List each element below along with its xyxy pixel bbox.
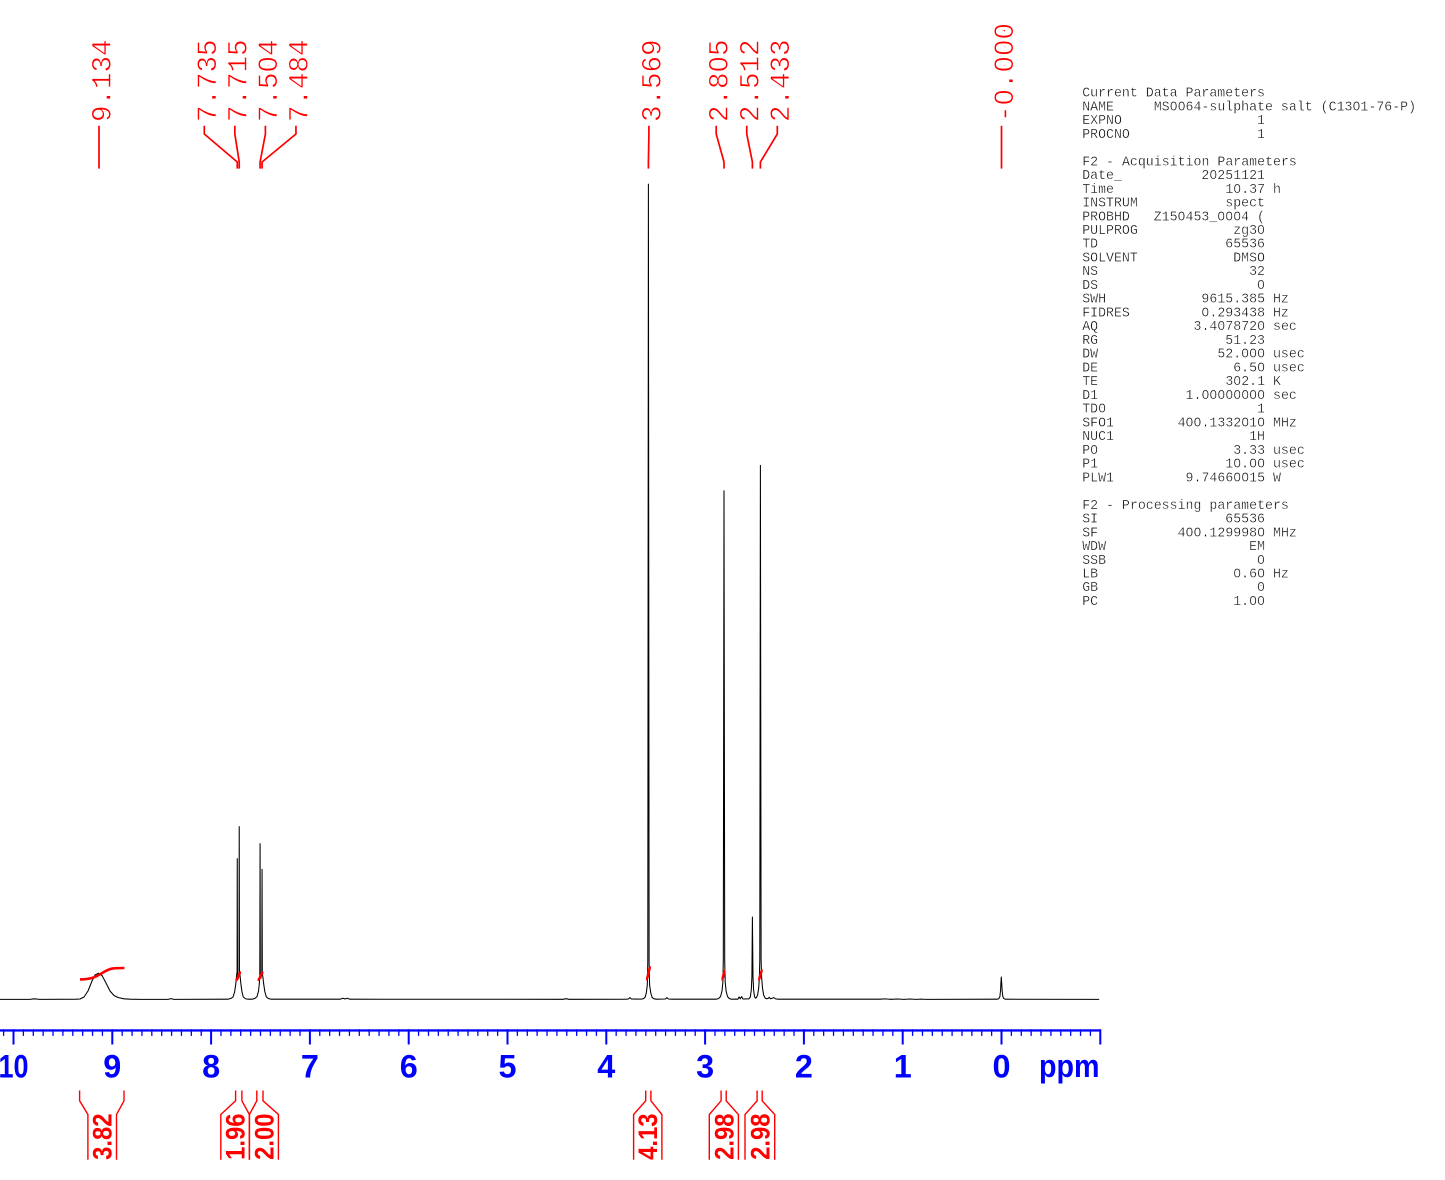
svg-text:FIDRES 0.293438 Hz: FIDRES 0.293438 Hz xyxy=(1082,306,1289,321)
svg-text:RG 51.23: RG 51.23 xyxy=(1082,334,1265,349)
svg-text:INSTRUM spect: INSTRUM spect xyxy=(1082,197,1265,212)
svg-text:NAME MS0064-sulphate salt: NAME MS0064-sulphate salt (C1301-76-P) xyxy=(1082,100,1416,115)
svg-text:7: 7 xyxy=(301,1049,319,1085)
svg-text:P1 10.00 usec: P1 10.00 usec xyxy=(1082,458,1305,473)
svg-text:D1 1.00000000 sec: D1 1.00000000 sec xyxy=(1082,389,1297,404)
svg-text:SWH 9615.385 Hz: SWH 9615.385 Hz xyxy=(1082,293,1289,308)
svg-text:0: 0 xyxy=(992,1049,1010,1085)
svg-text:GB 0: GB 0 xyxy=(1082,581,1265,596)
svg-text:DS 0: DS 0 xyxy=(1082,279,1265,294)
svg-text:2.98: 2.98 xyxy=(745,1113,775,1160)
svg-text:PC 1.00: PC 1.00 xyxy=(1082,595,1265,610)
svg-text:1.96: 1.96 xyxy=(221,1113,251,1160)
svg-text:8: 8 xyxy=(202,1049,220,1085)
svg-text:2.433: 2.433 xyxy=(767,40,798,123)
svg-text:NUC1 1H: NUC1 1H xyxy=(1082,430,1265,445)
svg-text:TD 65536: TD 65536 xyxy=(1082,238,1265,253)
svg-text:Date_ 20251121: Date_ 20251121 xyxy=(1082,169,1265,184)
svg-text:Current Data Parameters: Current Data Parameters xyxy=(1082,87,1265,102)
svg-text:SF 400.1299980 MHz: SF 400.1299980 MHz xyxy=(1082,526,1297,541)
svg-text:TD0 1: TD0 1 xyxy=(1082,403,1265,418)
svg-text:PROCNO 1: PROCNO 1 xyxy=(1082,128,1265,143)
svg-text:LB 0.60 Hz: LB 0.60 Hz xyxy=(1082,568,1289,583)
svg-text:3.569: 3.569 xyxy=(638,40,669,123)
svg-text:7.484: 7.484 xyxy=(285,40,316,123)
svg-text:DE 6.50 usec: DE 6.50 usec xyxy=(1082,361,1305,376)
svg-text:SI 65536: SI 65536 xyxy=(1082,513,1265,528)
svg-text:3: 3 xyxy=(696,1049,714,1085)
svg-text:1: 1 xyxy=(894,1049,912,1085)
svg-text:2: 2 xyxy=(795,1049,813,1085)
svg-text:PULPROG zg30: PULPROG zg30 xyxy=(1082,224,1265,239)
svg-text:EXPNO 1: EXPNO 1 xyxy=(1082,114,1265,129)
svg-text:PLW1 9.74660015 W: PLW1 9.74660015 W xyxy=(1082,471,1282,486)
svg-text:3.82: 3.82 xyxy=(88,1113,118,1160)
svg-text:F2 - Acquisition Parameters: F2 - Acquisition Parameters xyxy=(1082,155,1297,170)
svg-text:4.13: 4.13 xyxy=(633,1113,663,1160)
svg-text:9: 9 xyxy=(103,1049,121,1085)
svg-text:7.504: 7.504 xyxy=(255,40,286,123)
svg-text:TE 302.1 K: TE 302.1 K xyxy=(1082,375,1282,390)
svg-text:4: 4 xyxy=(597,1049,615,1085)
svg-text:NS 32: NS 32 xyxy=(1082,265,1265,280)
svg-text:6: 6 xyxy=(400,1049,418,1085)
svg-text:SFO1 400.1332010 MHz: SFO1 400.1332010 MHz xyxy=(1082,416,1297,431)
svg-text:10: 10 xyxy=(0,1049,29,1085)
svg-text:7.715: 7.715 xyxy=(224,40,255,123)
svg-text:2.98: 2.98 xyxy=(709,1113,739,1160)
svg-text:F2 - Processing parameters: F2 - Processing parameters xyxy=(1082,499,1289,514)
svg-text:P0 3.33 usec: P0 3.33 usec xyxy=(1082,444,1305,459)
svg-text:9.134: 9.134 xyxy=(89,40,120,123)
svg-text:-0.000: -0.000 xyxy=(991,23,1022,122)
svg-text:WDW EM: WDW EM xyxy=(1082,540,1265,555)
svg-text:SSB 0: SSB 0 xyxy=(1082,554,1265,569)
svg-text:AQ 3.4078720 sec: AQ 3.4078720 sec xyxy=(1082,320,1297,335)
svg-text:SOLVENT DMSO: SOLVENT DMSO xyxy=(1082,251,1265,266)
svg-text:2.805: 2.805 xyxy=(706,40,737,123)
svg-text:DW 52.000 usec: DW 52.000 usec xyxy=(1082,348,1305,363)
svg-text:Time 10.37 h: Time 10.37 h xyxy=(1082,183,1281,198)
svg-text:2.512: 2.512 xyxy=(736,40,767,123)
svg-text:2.00: 2.00 xyxy=(249,1113,279,1160)
svg-text:7.735: 7.735 xyxy=(194,40,225,123)
svg-text:5: 5 xyxy=(498,1049,516,1085)
svg-text:ppm: ppm xyxy=(1039,1048,1100,1084)
svg-text:PROBHD Z150453_0004 (: PROBHD Z150453_0004 ( xyxy=(1082,210,1265,225)
